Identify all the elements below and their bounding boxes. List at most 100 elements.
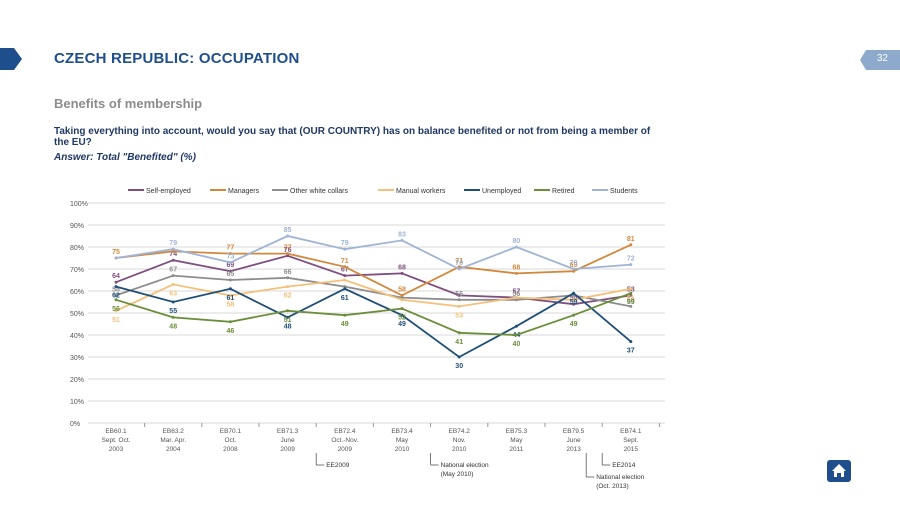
data-label: 37 — [627, 348, 635, 355]
data-point — [457, 304, 461, 308]
data-label: 62 — [112, 293, 120, 300]
data-point — [228, 320, 232, 324]
legend-entry: Students — [610, 188, 638, 195]
survey-question: Taking everything into account, would yo… — [54, 126, 651, 148]
data-point — [114, 309, 118, 313]
data-label: 69 — [227, 262, 235, 269]
data-point — [457, 265, 461, 269]
data-point — [514, 271, 518, 275]
data-label: 61 — [627, 295, 635, 302]
x-tick-label: 2003 — [109, 446, 124, 453]
data-point — [228, 278, 232, 282]
data-label: 56 — [513, 291, 521, 298]
data-label: 70 — [570, 260, 578, 267]
data-label: 73 — [227, 253, 235, 260]
data-point — [343, 247, 347, 251]
data-label: 40 — [513, 341, 521, 348]
data-point — [171, 282, 175, 286]
x-tick-label: 2010 — [395, 446, 410, 453]
data-point — [629, 293, 633, 297]
data-point — [114, 285, 118, 289]
data-point — [343, 285, 347, 289]
data-point — [457, 267, 461, 271]
x-tick-label: EB70.1 — [220, 428, 242, 435]
y-tick-label: 60% — [70, 289, 84, 296]
x-tick-label: May — [396, 437, 409, 444]
data-label: 69 — [570, 262, 578, 269]
data-label: 51 — [284, 317, 292, 324]
data-label: 56 — [112, 306, 120, 313]
data-label: 30 — [455, 363, 463, 370]
data-label: 81 — [627, 236, 635, 243]
x-tick-label: Sept. — [623, 437, 638, 444]
data-point — [286, 254, 290, 258]
y-tick-label: 10% — [70, 399, 84, 406]
data-label: 65 — [227, 271, 235, 278]
data-point — [514, 324, 518, 328]
x-tick-label: 2004 — [166, 446, 181, 453]
data-label: 61 — [341, 295, 349, 302]
data-label: 49 — [398, 321, 406, 328]
data-point — [400, 293, 404, 297]
legend-entry: Manual workers — [396, 188, 446, 195]
data-label: 62 — [284, 293, 292, 300]
x-tick-label: EB60.1 — [105, 428, 127, 435]
series-line — [115, 274, 631, 308]
data-point — [343, 274, 347, 278]
x-tick-label: 2010 — [452, 446, 467, 453]
y-tick-label: 50% — [70, 311, 84, 318]
data-point — [171, 274, 175, 278]
data-point — [457, 293, 461, 297]
x-tick-label: Mar. Apr. — [160, 437, 186, 444]
data-label: 68 — [513, 264, 521, 271]
data-point — [114, 280, 118, 284]
data-label: 55 — [169, 308, 177, 315]
x-tick-label: EB72.4 — [334, 428, 356, 435]
x-tick-label: EB63.2 — [163, 428, 185, 435]
x-tick-label: May — [510, 437, 523, 444]
data-label: 75 — [112, 249, 120, 256]
x-tick-label: 2013 — [566, 446, 581, 453]
data-point — [572, 298, 576, 302]
data-label: 48 — [284, 323, 292, 330]
data-point — [114, 293, 118, 297]
data-point — [228, 293, 232, 297]
series-line — [115, 243, 632, 297]
x-tick-label: EB71.3 — [277, 428, 299, 435]
data-label: 61 — [227, 295, 235, 302]
data-label: 79 — [169, 240, 177, 247]
left-tab[interactable] — [0, 48, 22, 70]
y-tick-label: 90% — [70, 223, 84, 230]
x-tick-label: June — [567, 437, 581, 444]
series-line — [115, 279, 631, 312]
data-label: 64 — [112, 273, 120, 280]
data-point — [228, 269, 232, 273]
data-point — [400, 271, 404, 275]
data-label: 77 — [284, 245, 292, 252]
series-line — [115, 292, 632, 336]
data-label: 76 — [284, 247, 292, 254]
data-point — [400, 298, 404, 302]
data-point — [572, 267, 576, 271]
data-point — [228, 287, 232, 291]
data-label: 59 — [627, 299, 635, 306]
y-tick-label: 0% — [70, 421, 80, 428]
y-tick-label: 70% — [70, 267, 84, 274]
x-tick-label: Oct. — [224, 437, 236, 444]
x-tick-label: June — [281, 437, 295, 444]
x-tick-label: 2011 — [509, 446, 523, 453]
series-line — [115, 285, 632, 359]
data-point — [629, 243, 633, 247]
page-number: 32 — [876, 53, 888, 64]
annotation-text: National election — [441, 462, 489, 469]
x-tick-label: 2008 — [223, 446, 238, 453]
y-tick-label: 80% — [70, 245, 84, 252]
legend-entry: Unemployed — [482, 188, 521, 195]
x-tick-label: Sept. Oct. — [102, 437, 131, 444]
data-point — [572, 291, 576, 295]
y-tick-label: 40% — [70, 333, 84, 340]
annotation-text: (Oct. 2013) — [596, 483, 629, 490]
data-label: 49 — [341, 321, 349, 328]
home-button[interactable] — [827, 460, 851, 482]
annotation-text: EE2014 — [612, 462, 636, 469]
